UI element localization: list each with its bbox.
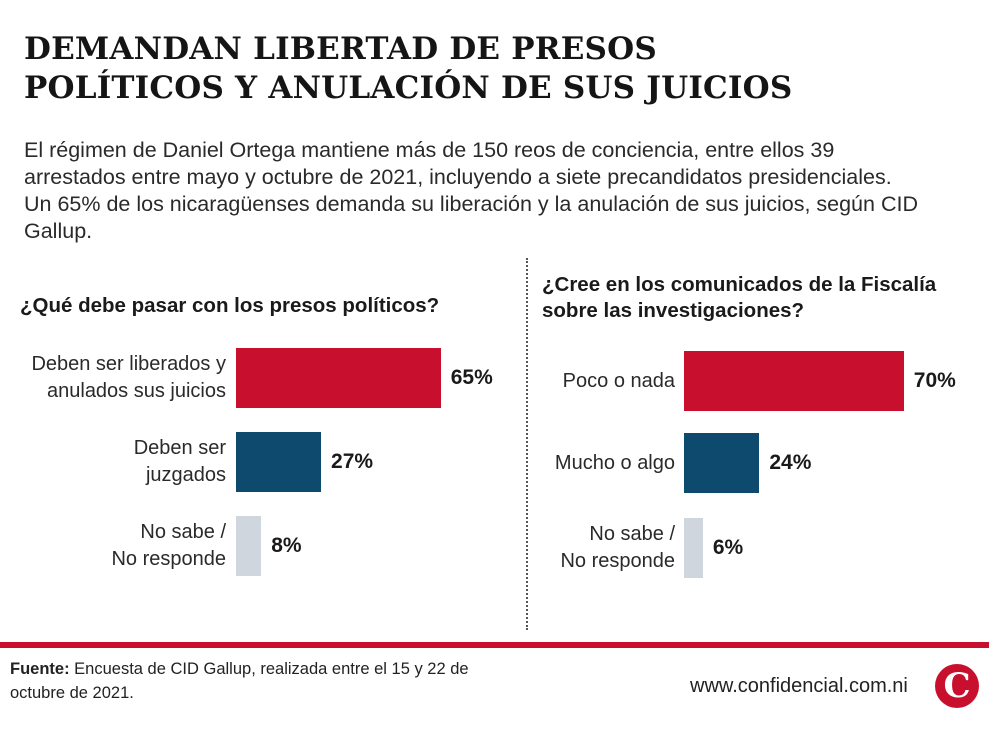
website-url: www.confidencial.com.ni — [690, 675, 908, 697]
right-bar-1 — [684, 351, 904, 411]
left-bar-2 — [236, 432, 322, 492]
right-bar-3 — [684, 518, 703, 578]
left-chart-question: ¿Qué debe pasar con los presos políticos… — [20, 294, 440, 317]
lede-text: El régimen de Daniel Ortega mantiene más… — [24, 138, 918, 243]
right-value-label-3: 6% — [712, 536, 744, 559]
left-category-label-3: No sabe / No responde — [111, 521, 226, 570]
left-value-label-2: 27% — [331, 450, 374, 473]
left-value-label-3: 8% — [271, 534, 302, 557]
source-text: Encuesta de CID Gallup, realizada entre … — [10, 660, 469, 702]
panel-divider — [526, 258, 528, 630]
left-value-label-1: 65% — [450, 366, 493, 389]
footer-rule — [0, 642, 989, 648]
left-bar-3 — [236, 516, 262, 576]
right-chart-question: ¿Cree en los comunicados de la Fiscalía … — [542, 273, 937, 322]
right-bar-2 — [684, 433, 760, 493]
title-line-1: DEMANDAN LIBERTAD DE PRESOS — [24, 31, 657, 67]
confidencial-logo: C — [935, 664, 979, 708]
right-value-label-2: 24% — [769, 451, 812, 474]
title-line-2: POLÍTICOS Y ANULACIÓN DE SUS JUICIOS — [24, 70, 793, 106]
chart-title: DEMANDAN LIBERTAD DE PRESOS POLÍTICOS Y … — [24, 30, 964, 108]
left-bar-chart: Deben ser liberados y anulados sus juici… — [0, 330, 526, 620]
source-label: Fuente: — [10, 660, 70, 678]
right-category-label-3: No sabe / No responde — [560, 523, 675, 572]
right-category-label-1: Poco o nada — [562, 369, 675, 392]
right-bar-chart: Poco o nada 70% Mucho o algo 24% No sabe / N… — [528, 330, 989, 620]
left-category-label-2: Deben ser juzgados — [133, 437, 226, 486]
right-value-label-1: 70% — [913, 369, 956, 392]
right-category-label-2: Mucho o algo — [554, 451, 675, 474]
left-bar-1 — [236, 348, 441, 408]
left-category-label-1: Deben ser liberados y anulados sus juici… — [31, 353, 226, 402]
source-note: Fuente: Encuesta de CID Gallup, realizad… — [10, 657, 490, 705]
